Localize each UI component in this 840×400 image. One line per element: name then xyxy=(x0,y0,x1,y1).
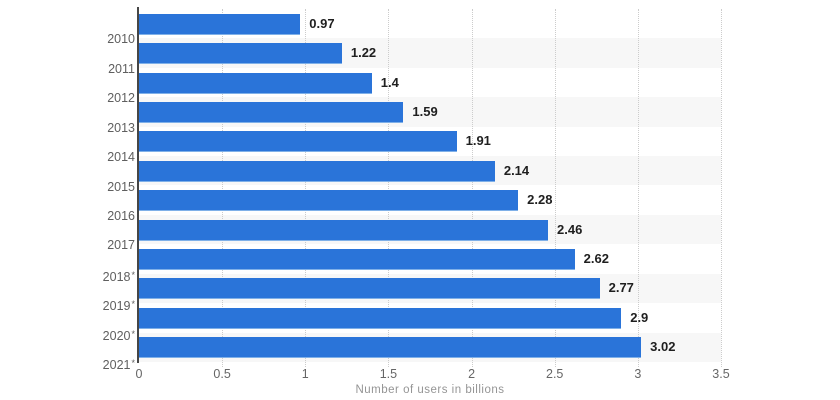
value-label: 2.28 xyxy=(527,192,553,208)
x-axis-tick-label: 1 xyxy=(301,367,309,381)
x-axis-tick-label: 3.5 xyxy=(712,367,730,381)
y-axis-label: 2014 xyxy=(107,150,135,165)
y-axis-label: 2019* xyxy=(102,299,135,314)
y-axis-label: 2017 xyxy=(107,238,135,253)
value-label: 1.91 xyxy=(465,133,491,149)
y-axis-label: 2018* xyxy=(102,269,135,284)
y-axis-label: 2015 xyxy=(107,179,135,194)
value-label: 1.4 xyxy=(380,74,399,90)
bar-2010 xyxy=(139,13,301,35)
x-axis-tick-label: 2.5 xyxy=(546,367,564,381)
gridline xyxy=(388,9,390,367)
footnote-asterisk: * xyxy=(131,328,135,339)
bar-2012 xyxy=(139,72,372,94)
x-axis-tick-label: 3 xyxy=(634,367,642,381)
footnote-asterisk: * xyxy=(131,299,135,310)
x-axis-tick-label: 1.5 xyxy=(379,367,398,381)
bar-2019 xyxy=(139,278,600,300)
value-label: 2.46 xyxy=(557,221,583,237)
y-axis-label: 2016 xyxy=(107,208,135,223)
footnote-asterisk: * xyxy=(131,269,135,280)
bar-2020 xyxy=(139,307,622,329)
bar-2016 xyxy=(139,190,519,212)
bar-2011 xyxy=(139,43,342,65)
gridline xyxy=(305,9,307,367)
y-axis-label: 2013 xyxy=(107,120,135,135)
value-label: 2.77 xyxy=(608,280,634,296)
bar-2015 xyxy=(139,160,495,182)
gridline xyxy=(471,9,473,367)
value-label: 2.9 xyxy=(630,309,649,325)
value-label: 1.59 xyxy=(412,103,438,119)
bar-2013 xyxy=(139,101,404,123)
x-axis-title: Number of users in billions xyxy=(355,384,505,396)
y-axis-label: 2020* xyxy=(102,328,135,343)
x-axis-tick-label: 0 xyxy=(135,367,143,381)
value-label: 2.14 xyxy=(503,162,530,178)
y-axis-label: 2021* xyxy=(102,358,135,372)
gridline xyxy=(721,9,722,367)
bar-2021 xyxy=(139,337,642,359)
gridline xyxy=(554,9,556,367)
value-label: 2.62 xyxy=(583,251,609,267)
footnote-asterisk: * xyxy=(131,358,135,368)
x-axis-tick-label: 0.5 xyxy=(213,367,231,381)
x-axis-tick-label: 2 xyxy=(468,367,476,381)
bar-2018 xyxy=(139,249,575,271)
gridline xyxy=(222,9,224,367)
y-axis-label: 2012 xyxy=(107,91,135,106)
value-label: 3.02 xyxy=(650,339,676,355)
y-axis-label: 2011 xyxy=(108,61,135,76)
value-label: 0.97 xyxy=(309,15,335,31)
value-label: 1.22 xyxy=(350,45,377,61)
plot-area: 0.97 1.22 1.4 1.59 1.91 2.14 2.28 2.46 2.62 2.77 2… xyxy=(139,9,722,367)
gridline xyxy=(637,9,639,367)
y-axis-label: 2010 xyxy=(107,32,135,47)
bar-2014 xyxy=(139,131,457,153)
bar-2017 xyxy=(139,219,549,241)
y-axis-line xyxy=(137,7,139,363)
